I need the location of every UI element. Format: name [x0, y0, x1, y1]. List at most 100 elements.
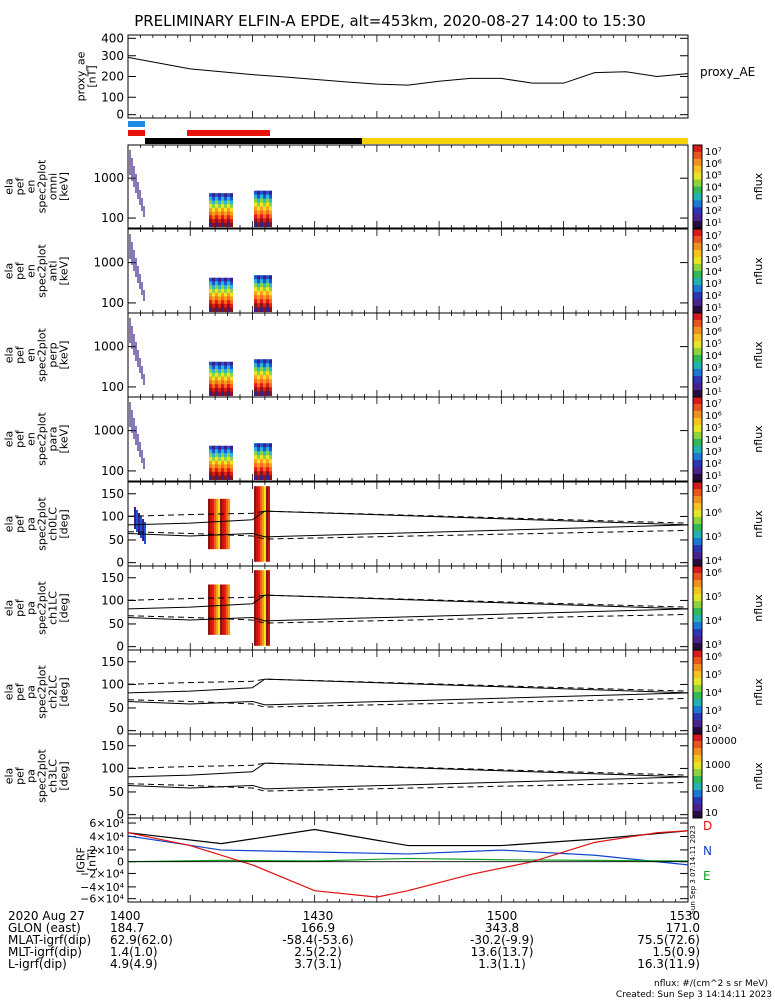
spectrogram-cell	[221, 468, 224, 473]
spectrogram-cell	[269, 303, 272, 308]
pa-burst-cell	[226, 498, 228, 550]
spectrogram-cell	[218, 372, 221, 378]
spectrogram-cell	[269, 467, 272, 472]
footer-row-value: 166.9	[301, 921, 335, 935]
igrf-series	[127, 828, 689, 847]
spectrogram-cell	[266, 463, 269, 468]
spectrogram-cell	[263, 214, 266, 220]
spectrogram-cell	[224, 369, 227, 374]
footer-row-label: 2020 Aug 27	[8, 909, 85, 923]
spectrogram-cell	[215, 215, 218, 220]
spectrogram-cell	[257, 210, 260, 216]
spectrogram-cell	[254, 379, 257, 384]
colorbar-cell	[693, 397, 702, 405]
spectrogram-cell	[263, 275, 266, 280]
colorbar-frame	[692, 396, 703, 482]
spectrogram-cell	[269, 367, 272, 372]
spectrogram-cell	[263, 287, 266, 292]
spectrogram-cell	[215, 204, 218, 209]
spectrogram-cell	[227, 384, 230, 389]
y-tick-label: 100	[101, 509, 124, 523]
status-bar-red	[128, 130, 145, 136]
y-tick-label: 400	[101, 31, 124, 45]
spectrogram-cell	[209, 471, 212, 477]
spectrogram-cell	[227, 453, 230, 458]
spectrogram-cell	[224, 365, 227, 370]
spectrogram-cell	[254, 214, 257, 220]
colorbar-tick-label: 10⁷	[705, 231, 722, 242]
pa-burst-cell	[228, 584, 230, 635]
spectrogram-cell	[221, 380, 224, 385]
spectrogram-cell	[224, 303, 227, 309]
colorbar-cell	[693, 790, 702, 798]
spectrogram-cell	[263, 455, 266, 460]
colorbar-tick-label: 10000	[705, 736, 737, 747]
spectrogram-cell	[257, 359, 260, 364]
spectrogram-cell	[230, 218, 233, 224]
spectrogram-cell	[254, 206, 257, 212]
spectrogram-cell	[230, 200, 233, 205]
spectrogram-cell	[224, 285, 227, 290]
spectrogram-cell	[230, 471, 233, 477]
spectrogram-cell	[254, 210, 257, 216]
spectrogram-cell	[209, 218, 212, 224]
spectrogram-cell	[218, 307, 221, 313]
spectrogram-cell	[209, 296, 212, 301]
spectrogram-cell	[224, 200, 227, 205]
spectrogram-cell	[254, 218, 257, 224]
pa-dashed-line	[127, 613, 689, 624]
spectrogram-cell	[260, 222, 263, 228]
pa-burst-cell	[262, 570, 264, 646]
footer-row-value: -58.4(-53.6)	[282, 933, 353, 947]
spectrogram-cell	[260, 206, 263, 212]
spectrogram-cell	[254, 383, 257, 388]
spectrogram-cell	[263, 279, 266, 284]
spectrogram-cell	[260, 295, 263, 300]
colorbar-cell	[693, 151, 702, 160]
spectrogram-cell	[269, 295, 272, 300]
spectrogram-cell	[266, 367, 269, 372]
colorbar-tick-label: 10³	[705, 194, 722, 205]
spectrogram-cell	[224, 204, 227, 209]
spectrogram-cell	[266, 359, 269, 364]
spectrogram-cell	[218, 471, 221, 477]
spectrogram-cell	[212, 296, 215, 301]
spectrogram-cell	[260, 287, 263, 292]
spectrogram-cell	[269, 190, 272, 196]
spectrogram-cell	[254, 451, 257, 456]
spectrogram-cell	[215, 464, 218, 469]
y-axis-label: en	[25, 264, 38, 278]
colorbar-tick-label: 10³	[705, 279, 722, 290]
spectrogram-cell	[218, 369, 221, 374]
spectrogram-cell	[212, 475, 215, 481]
spectrogram-cell	[266, 303, 269, 308]
pa-burst-cell	[224, 584, 226, 635]
spectrogram-cell	[269, 194, 272, 200]
footer-row-value: 16.3(11.9)	[637, 957, 700, 971]
spectrogram-cell	[266, 363, 269, 368]
spectrogram-cell	[221, 369, 224, 374]
spectrogram-cell	[215, 391, 218, 397]
spectrogram-cell	[254, 291, 257, 296]
spectrogram-cell	[269, 210, 272, 216]
y-axis-label: spec2plot	[36, 412, 49, 466]
colorbar-cell	[693, 348, 702, 356]
spectrogram-cell	[224, 215, 227, 220]
pa-burst-cell	[268, 570, 270, 646]
spectrogram-cell	[254, 387, 257, 392]
spectrogram-cell	[254, 471, 257, 476]
spectrogram-cell	[254, 299, 257, 304]
pa-dashed-line	[127, 510, 689, 524]
footer-annotations: 2020 Aug 27 1400 1430 1500 1530 GLON (east) 18…	[8, 825, 772, 1000]
colorbar-cell	[693, 685, 702, 693]
spectrogram-cell	[212, 468, 215, 473]
created-stamp: Created: Sun Sep 3 14:14:11 2023	[616, 990, 772, 1000]
spectrogram-cell	[230, 285, 233, 290]
colorbar-cell	[693, 355, 702, 363]
colorbar-cell	[693, 327, 702, 335]
spectrogram-cell	[212, 391, 215, 397]
pa-burst-cell	[214, 498, 216, 550]
spectrogram-cell	[263, 379, 266, 384]
spectrogram-cell	[209, 384, 212, 389]
spectrogram-cell	[263, 467, 266, 472]
